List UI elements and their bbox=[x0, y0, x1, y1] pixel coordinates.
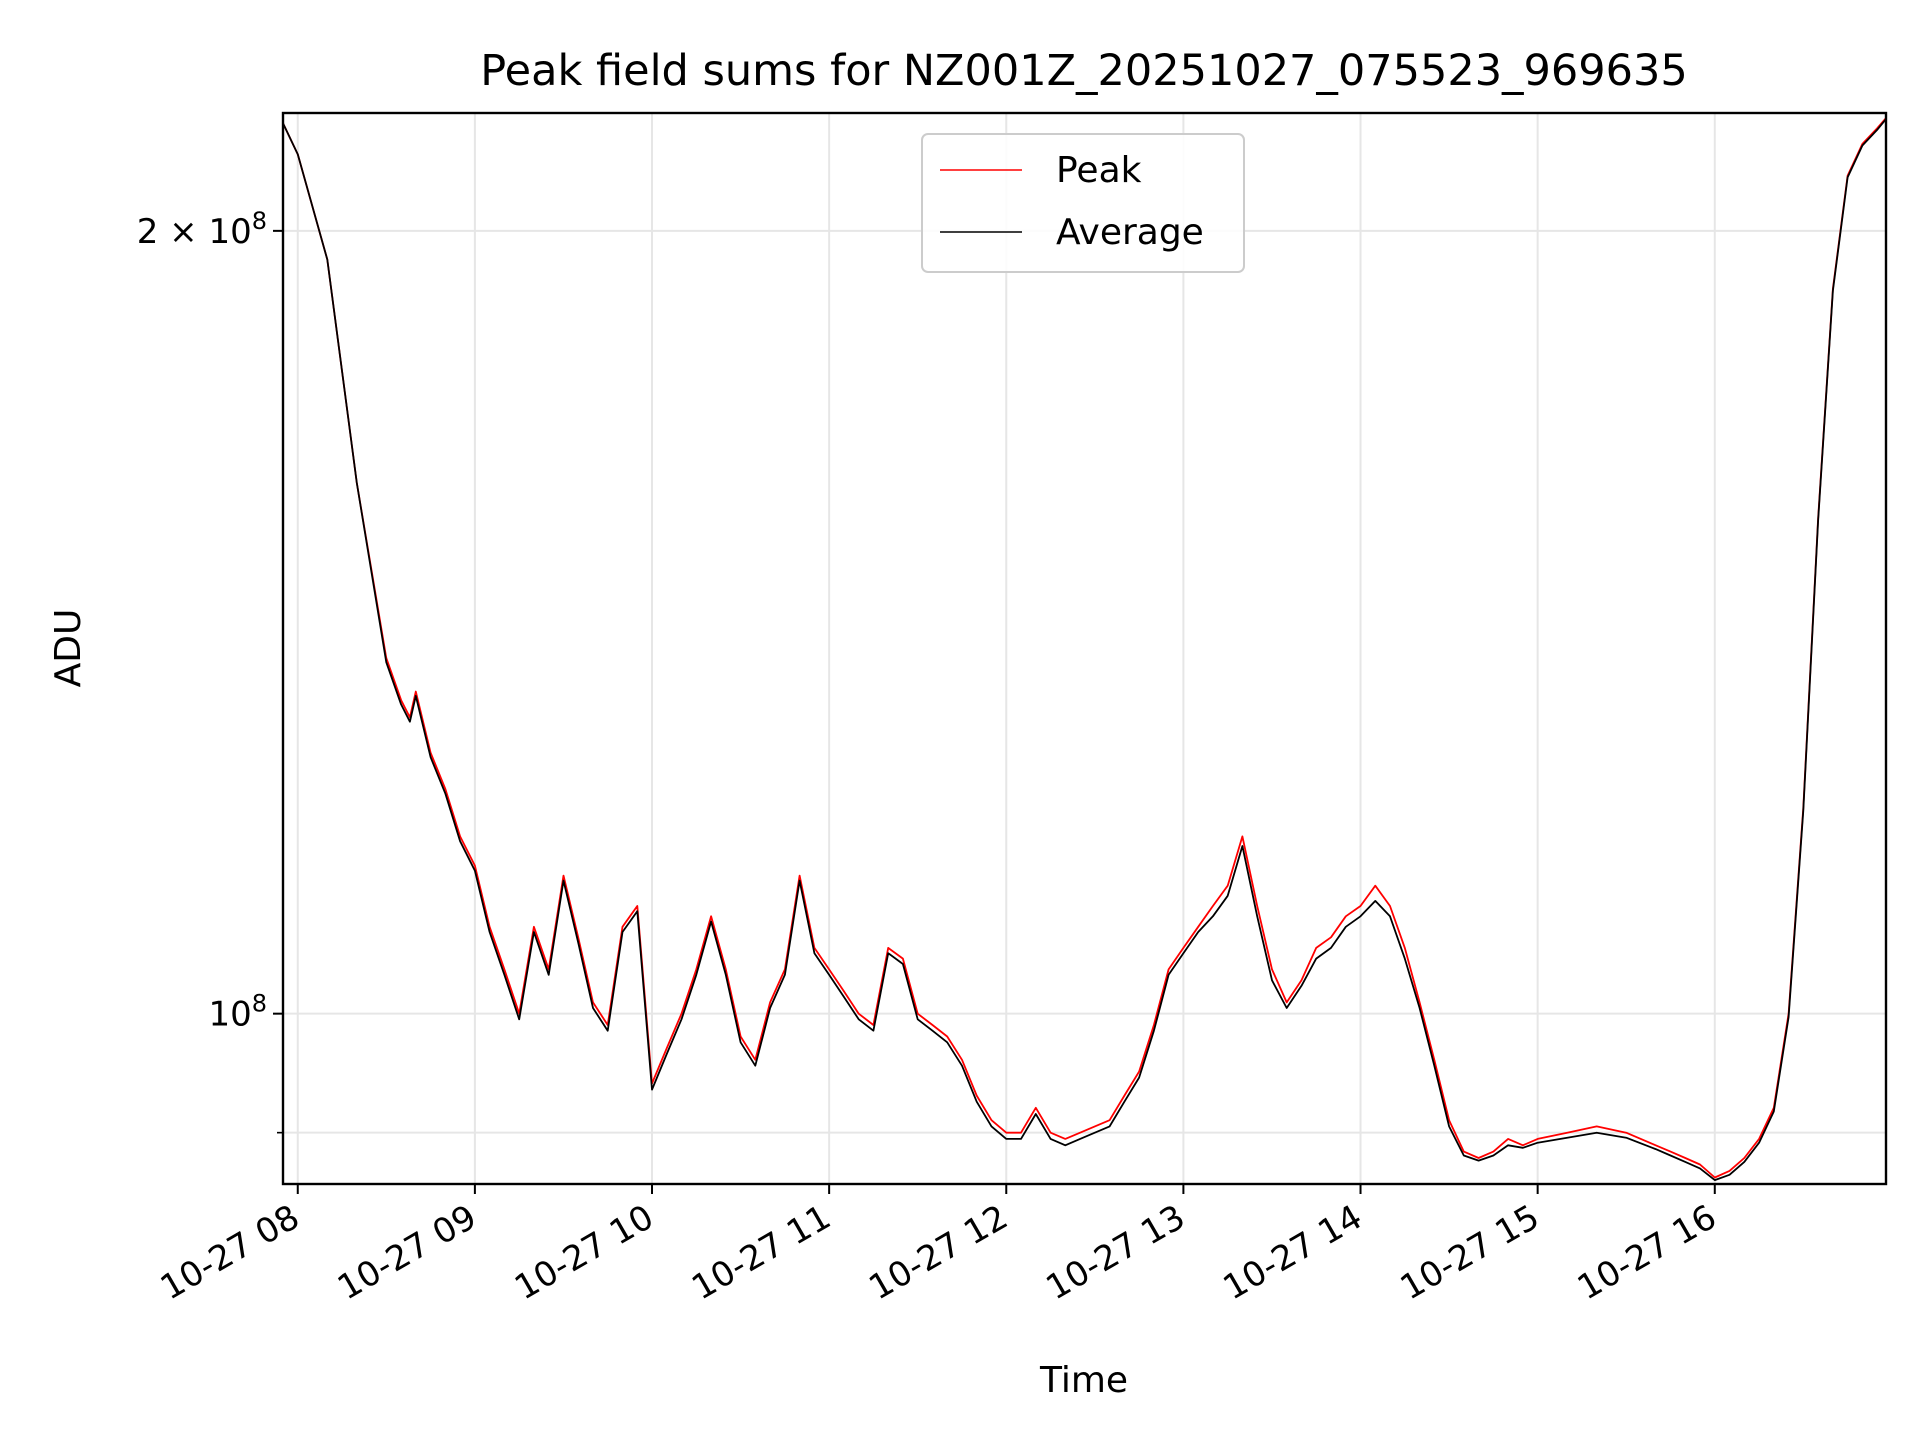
x-tick-label: 10-27 15 bbox=[1394, 1197, 1546, 1308]
y-tick-label: 108 bbox=[208, 990, 267, 1035]
chart-title: Peak field sums for NZ001Z_20251027_0755… bbox=[480, 46, 1687, 96]
plot-series bbox=[282, 117, 1887, 1181]
x-tick-label: 10-27 09 bbox=[331, 1197, 483, 1308]
grid-lines bbox=[283, 113, 1886, 1184]
x-tick-label: 10-27 16 bbox=[1571, 1197, 1723, 1308]
x-tick-label: 10-27 08 bbox=[154, 1197, 306, 1308]
plot-frame bbox=[281, 111, 1888, 1186]
y-axis-label: ADU bbox=[48, 609, 89, 688]
x-tick-label: 10-27 11 bbox=[685, 1197, 837, 1308]
x-tick-label: 10-27 10 bbox=[508, 1197, 660, 1308]
legend-box bbox=[921, 133, 1245, 273]
y-tick-label: 2 × 108 bbox=[137, 207, 267, 252]
x-tick-label: 10-27 12 bbox=[862, 1197, 1014, 1308]
x-axis-label: Time bbox=[1039, 1360, 1128, 1401]
legend: Peak Average bbox=[921, 133, 1245, 273]
x-tick-label: 10-27 13 bbox=[1040, 1197, 1192, 1308]
series-line-average bbox=[282, 118, 1887, 1181]
x-tick-label: 10-27 14 bbox=[1217, 1197, 1369, 1308]
series-line-peak bbox=[282, 117, 1887, 1179]
legend-label-average: Average bbox=[1056, 212, 1204, 253]
legend-label-peak: Peak bbox=[1056, 150, 1142, 191]
axis-ticks: 10-27 08 10-27 09 10-27 10 10-27 11 10-27 12… bbox=[137, 207, 1724, 1308]
